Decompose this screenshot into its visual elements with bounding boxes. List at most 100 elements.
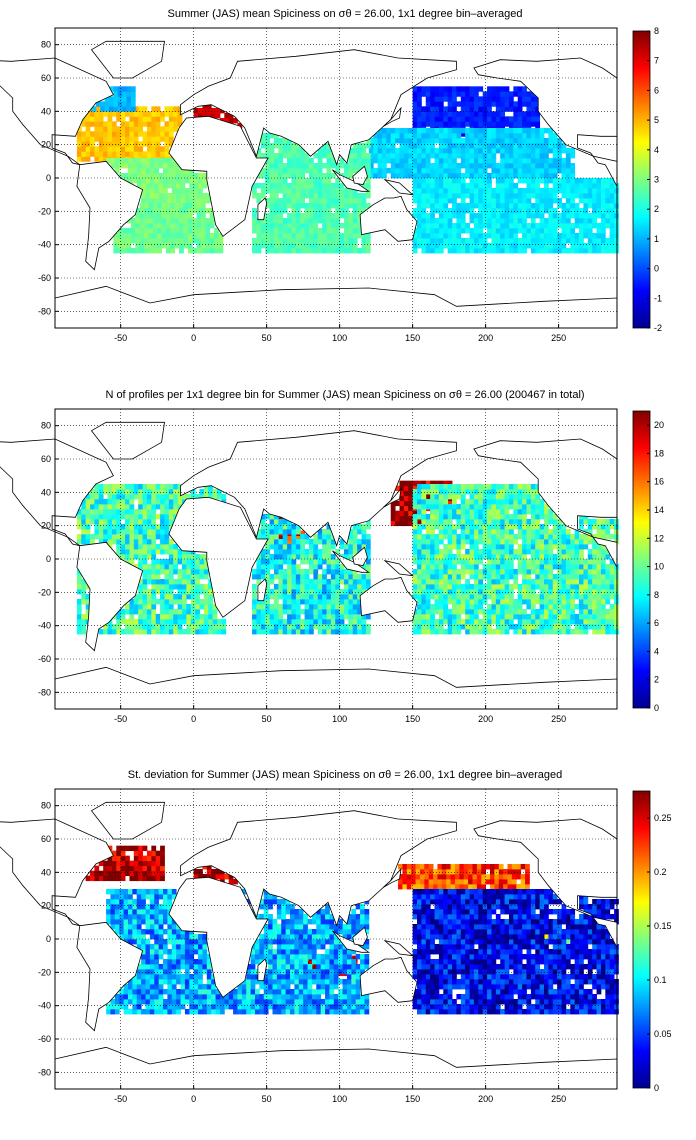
- cell: [447, 111, 453, 117]
- cell: [138, 111, 143, 117]
- cell: [287, 619, 292, 625]
- grid: [55, 28, 617, 328]
- cell: [373, 158, 379, 164]
- cell: [456, 133, 462, 139]
- cell: [94, 106, 100, 112]
- cell: [361, 544, 367, 550]
- cell: [548, 203, 554, 209]
- cell: [196, 208, 202, 214]
- cell: [430, 111, 435, 117]
- cell: [561, 218, 567, 224]
- cell: [151, 569, 157, 575]
- cell: [129, 529, 135, 535]
- cell: [434, 489, 440, 495]
- cell: [447, 218, 453, 224]
- cell: [412, 143, 418, 149]
- cell: [368, 143, 374, 149]
- cell: [180, 188, 186, 194]
- cell: [456, 168, 462, 174]
- cell: [565, 238, 571, 244]
- cell: [526, 619, 532, 625]
- cell: [460, 624, 466, 630]
- cell: [487, 158, 492, 164]
- cell: [173, 624, 179, 630]
- cell: [170, 218, 176, 224]
- cell: [526, 133, 532, 139]
- cell: [530, 106, 536, 112]
- cell: [452, 589, 457, 595]
- cell: [256, 183, 262, 189]
- cell: [421, 86, 427, 92]
- cell: [133, 534, 139, 540]
- cell: [561, 609, 567, 615]
- cell: [513, 138, 519, 144]
- cell: [452, 604, 457, 610]
- cell: [168, 126, 174, 132]
- cell: [452, 138, 457, 144]
- cell: [583, 198, 589, 204]
- cell: [495, 233, 501, 239]
- cell: [600, 208, 606, 214]
- cell: [129, 554, 135, 560]
- cell: [151, 599, 157, 605]
- cell: [295, 614, 301, 620]
- cell: [425, 168, 431, 174]
- cell: [517, 484, 523, 490]
- cell: [574, 203, 580, 209]
- cell: [403, 163, 409, 169]
- cell: [469, 143, 475, 149]
- cell: [430, 233, 435, 239]
- cell: [177, 106, 183, 112]
- cell: [313, 609, 319, 615]
- region-3: [252, 514, 371, 635]
- cell: [614, 599, 619, 605]
- cell: [265, 599, 270, 605]
- cell: [116, 509, 122, 515]
- cell: [317, 238, 323, 244]
- cell: [119, 163, 125, 169]
- cell: [157, 218, 162, 224]
- cell: [117, 91, 123, 97]
- cell: [565, 193, 571, 199]
- cell: [508, 594, 514, 600]
- cell: [465, 238, 470, 244]
- cell: [386, 158, 392, 164]
- cell: [98, 121, 104, 127]
- cell: [443, 213, 449, 219]
- cell: [504, 614, 510, 620]
- cell: [456, 574, 462, 580]
- cell: [269, 619, 275, 625]
- cell: [561, 559, 567, 565]
- cell: [552, 208, 558, 214]
- cell: [605, 564, 611, 570]
- cell: [482, 544, 488, 550]
- cell: [504, 579, 510, 585]
- cell: [430, 121, 435, 127]
- cell: [465, 629, 470, 635]
- cell: [530, 559, 536, 565]
- cell: [377, 168, 383, 174]
- cell: [151, 564, 157, 570]
- cell: [361, 539, 367, 545]
- cell: [330, 594, 336, 600]
- cell: [478, 203, 484, 209]
- cell: [609, 624, 615, 630]
- cell: [252, 599, 257, 605]
- cell: [151, 504, 157, 510]
- cell: [417, 96, 422, 102]
- cell: [76, 509, 82, 515]
- cell: [192, 228, 197, 234]
- cell: [478, 609, 484, 615]
- cell: [295, 554, 301, 560]
- coastline: [352, 165, 368, 186]
- cell: [517, 494, 523, 500]
- cell: [412, 504, 418, 510]
- cell: [308, 228, 314, 234]
- cell: [412, 168, 418, 174]
- cell: [513, 238, 519, 244]
- cell: [478, 188, 484, 194]
- cell: [352, 208, 358, 214]
- cell: [456, 569, 462, 575]
- cell: [438, 248, 444, 254]
- cell: [421, 106, 427, 112]
